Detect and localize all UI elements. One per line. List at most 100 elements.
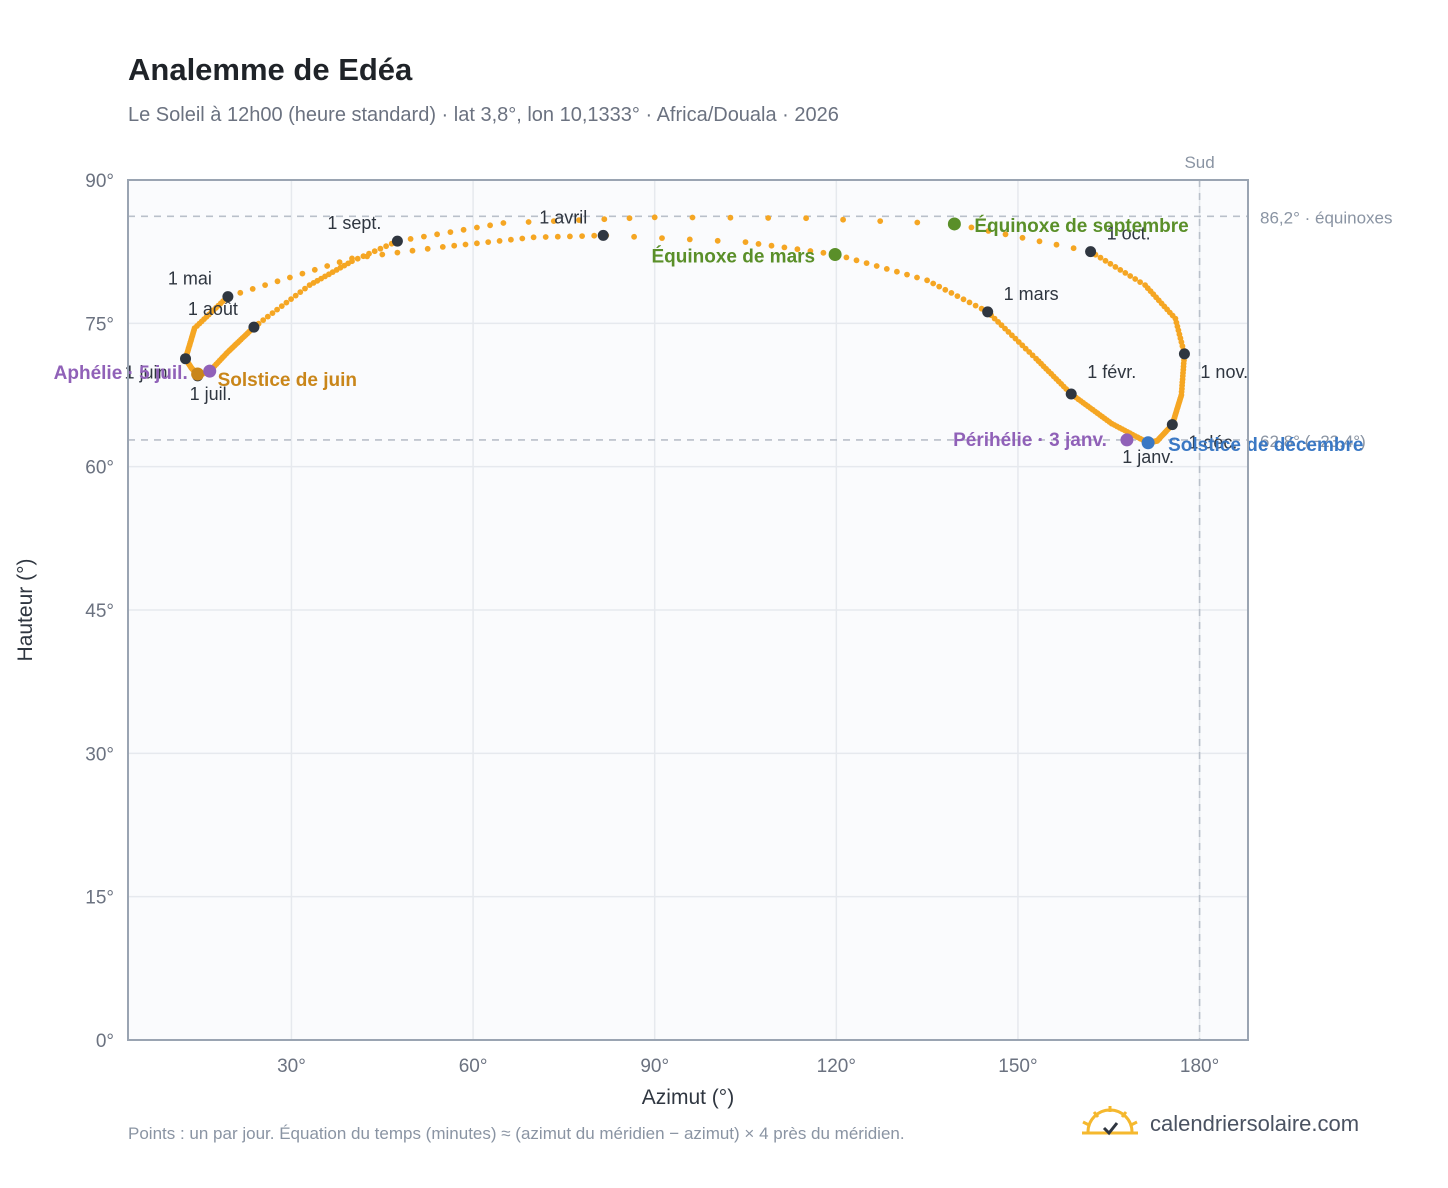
brand-text: calendriersolaire.com (1150, 1111, 1360, 1136)
month-label: 1 juin (124, 363, 167, 383)
day-point (1117, 267, 1124, 273)
day-point (601, 216, 608, 223)
day-point (379, 251, 386, 258)
event-marker (947, 217, 961, 231)
day-point (1122, 270, 1129, 276)
month-label: 1 avril (539, 207, 587, 227)
day-point (1102, 257, 1109, 264)
day-point (297, 289, 304, 295)
day-point (550, 218, 557, 225)
day-point (942, 286, 949, 293)
day-point (985, 228, 992, 234)
event-markers: 1 janv. 1 févr. 1 mars 1 avril 1 mai 1 juin 1 … (54, 207, 1364, 466)
day-point (873, 263, 880, 269)
y-tick-label: 30° (85, 744, 114, 765)
month-marker (180, 353, 192, 365)
day-point (659, 235, 665, 242)
day-point (554, 233, 561, 240)
day-point (424, 245, 431, 252)
event-label: Équinoxe de mars (651, 246, 815, 268)
day-point (366, 250, 372, 257)
day-point (930, 280, 937, 287)
month-marker (1166, 419, 1178, 431)
y-axis-title: Hauteur (°) (14, 559, 37, 662)
sun-logo-icon (1082, 1106, 1138, 1136)
month-marker (1178, 348, 1190, 360)
month-marker (982, 306, 994, 318)
day-point (264, 313, 271, 320)
day-point (274, 306, 280, 313)
event-marker (1120, 433, 1134, 447)
event-label: Équinoxe de septembre (974, 215, 1188, 237)
day-point (519, 235, 526, 242)
day-point (742, 239, 749, 246)
reference-lines: 86,2° · équinoxes 62,8° (−23,4°) Sud (128, 153, 1393, 1040)
day-point (383, 243, 389, 250)
day-point (1002, 231, 1009, 238)
day-point (924, 277, 930, 284)
day-point (820, 249, 827, 256)
day-point (914, 219, 921, 226)
event-label: Aphélie · 5 juil. (54, 363, 188, 384)
page-subtitle: Le Soleil à 12h00 (heure standard) · lat… (128, 104, 839, 126)
day-point (474, 240, 480, 247)
day-point (525, 219, 532, 225)
day-point (360, 253, 367, 260)
day-point (421, 233, 427, 240)
day-point (755, 241, 762, 247)
day-point (714, 237, 721, 244)
day-point (462, 241, 469, 248)
day-point (377, 245, 384, 252)
month-marker (597, 229, 609, 241)
month-marker (391, 235, 403, 247)
reference-line-label: 86,2° · équinoxes (1260, 208, 1393, 227)
day-point (840, 216, 846, 223)
day-point (496, 238, 503, 244)
day-point (1070, 245, 1077, 252)
day-point (1053, 241, 1060, 248)
brand-logo[interactable]: calendriersolaire.com (1082, 1104, 1359, 1144)
y-tick-label: 60° (85, 458, 114, 479)
day-point (576, 217, 582, 224)
day-point (274, 278, 281, 285)
day-point (336, 259, 343, 266)
y-tick-label: 0° (96, 1031, 114, 1052)
month-label: 1 oct. (1107, 224, 1151, 244)
footnote: Points : un par jour. Équation du temps … (128, 1124, 905, 1143)
day-point (904, 271, 910, 278)
x-axis-title: Azimut (°) (642, 1086, 734, 1109)
event-marker (203, 364, 217, 378)
day-point (451, 242, 458, 249)
day-point (311, 266, 318, 273)
day-point (968, 224, 975, 231)
day-point (803, 215, 809, 222)
day-point (292, 292, 299, 299)
month-marker (222, 291, 234, 303)
x-tick-label: 150° (998, 1056, 1037, 1077)
month-label: 1 juil. (190, 384, 232, 404)
day-point (485, 239, 492, 246)
day-point (542, 234, 549, 240)
y-tick-label: 75° (85, 314, 114, 335)
month-label: 1 nov. (1200, 362, 1248, 382)
day-point (843, 254, 850, 261)
day-point (530, 234, 537, 241)
day-point (972, 302, 979, 309)
event-marker (1141, 436, 1155, 450)
day-point (249, 286, 256, 292)
day-point (807, 248, 814, 254)
plot-border (127, 179, 1249, 1041)
event-marker (828, 248, 842, 262)
day-point (948, 290, 955, 296)
month-marker (248, 321, 260, 333)
x-tick-label: 60° (459, 1056, 488, 1077)
day-point (894, 268, 900, 275)
day-point (1036, 238, 1043, 245)
month-label: 1 févr. (1087, 362, 1136, 382)
reference-line-label: Sud (1184, 153, 1214, 172)
reference-line-label: 62,8° (−23,4°) (1260, 432, 1366, 451)
day-point (500, 220, 507, 226)
month-label: 1 mars (1004, 284, 1059, 304)
day-point (447, 229, 454, 236)
month-label: 1 janv. (1122, 447, 1174, 467)
